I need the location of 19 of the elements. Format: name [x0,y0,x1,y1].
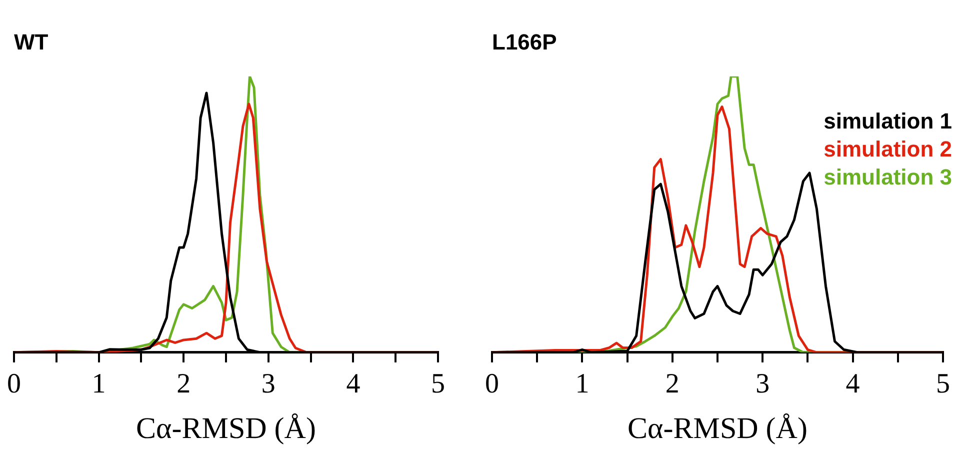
x-tick-label: 3 [756,368,770,400]
text: simulation 2 [824,136,952,162]
chart-title: WT [14,29,49,54]
series-label: simulation 1 [824,108,952,134]
x-axis-title: Cα-RMSD (Å) [628,412,808,445]
x-tick-label: 2 [176,368,191,400]
x-tick-label: 5 [936,368,950,400]
x-tick-label: 3 [261,368,276,400]
x-tick-label: 2 [665,368,680,400]
x-tick-label: 5 [431,368,445,400]
text: simulation 3 [824,164,952,190]
x-tick-label: 1 [92,368,106,400]
x-tick-label: 4 [346,368,360,400]
x-tick-label: 1 [575,368,590,400]
chart-title: L166P [492,29,557,54]
x-tick-label: 4 [846,368,860,400]
x-axis-title: Cα-RMSD (Å) [136,412,316,445]
x-tick-label: 0 [485,368,499,400]
x-tick-label: 0 [7,368,21,400]
